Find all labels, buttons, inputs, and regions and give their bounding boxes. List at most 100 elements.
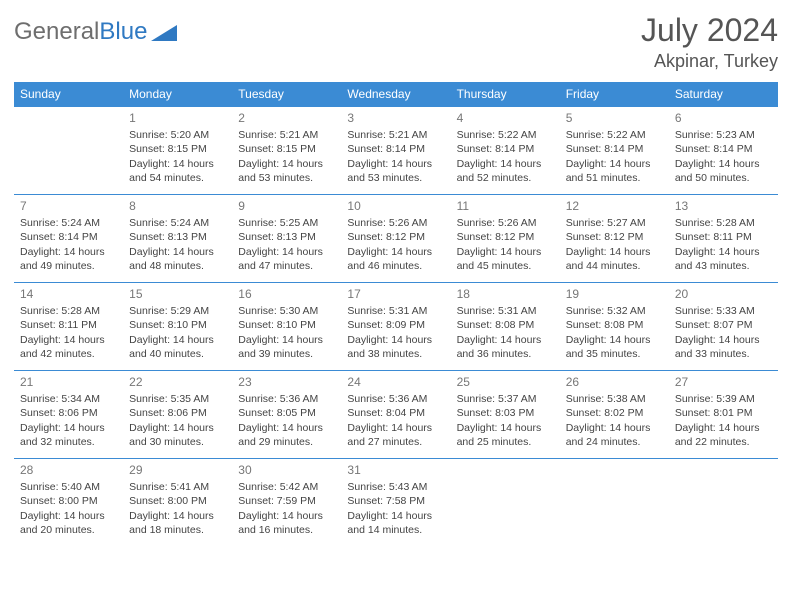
sunrise-line: Sunrise: 5:27 AM	[566, 216, 663, 230]
calendar-cell: 28Sunrise: 5:40 AMSunset: 8:00 PMDayligh…	[14, 459, 123, 547]
day-number: 6	[675, 110, 772, 126]
calendar-cell: 24Sunrise: 5:36 AMSunset: 8:04 PMDayligh…	[341, 371, 450, 459]
sunset-line: Sunset: 8:13 PM	[129, 230, 226, 244]
daylight-line: Daylight: 14 hours and 52 minutes.	[457, 157, 554, 185]
daylight-line: Daylight: 14 hours and 47 minutes.	[238, 245, 335, 273]
daylight-line: Daylight: 14 hours and 42 minutes.	[20, 333, 117, 361]
sunset-line: Sunset: 8:06 PM	[20, 406, 117, 420]
sunrise-line: Sunrise: 5:35 AM	[129, 392, 226, 406]
sunrise-line: Sunrise: 5:29 AM	[129, 304, 226, 318]
sunset-line: Sunset: 8:10 PM	[129, 318, 226, 332]
sunrise-line: Sunrise: 5:36 AM	[238, 392, 335, 406]
sunset-line: Sunset: 8:05 PM	[238, 406, 335, 420]
daylight-line: Daylight: 14 hours and 44 minutes.	[566, 245, 663, 273]
sunrise-line: Sunrise: 5:32 AM	[566, 304, 663, 318]
day-number: 10	[347, 198, 444, 214]
daylight-line: Daylight: 14 hours and 40 minutes.	[129, 333, 226, 361]
sunset-line: Sunset: 8:02 PM	[566, 406, 663, 420]
sunset-line: Sunset: 8:00 PM	[129, 494, 226, 508]
calendar-cell: 5Sunrise: 5:22 AMSunset: 8:14 PMDaylight…	[560, 107, 669, 195]
sunrise-line: Sunrise: 5:40 AM	[20, 480, 117, 494]
day-number: 25	[457, 374, 554, 390]
sunrise-line: Sunrise: 5:36 AM	[347, 392, 444, 406]
daylight-line: Daylight: 14 hours and 46 minutes.	[347, 245, 444, 273]
calendar-cell: 25 Sunrise: 5:37 AMSunset: 8:03 PMDayligh…	[451, 371, 560, 459]
calendar-cell: 9Sunrise: 5:25 AMSunset: 8:13 PMDaylight…	[232, 195, 341, 283]
daylight-line: Daylight: 14 hours and 49 minutes.	[20, 245, 117, 273]
calendar-cell: 8Sunrise: 5:24 AMSunset: 8:13 PMDaylight…	[123, 195, 232, 283]
sunset-line: Sunset: 8:04 PM	[347, 406, 444, 420]
calendar-cell: 6Sunrise: 5:23 AMSunset: 8:14 PMDaylight…	[669, 107, 778, 195]
weekday-header-row: Sunday Monday Tuesday Wednesday Thursday…	[14, 82, 778, 107]
day-number: 17	[347, 286, 444, 302]
day-number: 30	[238, 462, 335, 478]
sunset-line: Sunset: 8:15 PM	[129, 142, 226, 156]
sunset-line: Sunset: 8:01 PM	[675, 406, 772, 420]
weekday-header: Tuesday	[232, 82, 341, 107]
logo-text-2: Blue	[99, 18, 147, 46]
sunset-line: Sunset: 8:03 PM	[457, 406, 554, 420]
sunrise-line: Sunrise: 5:28 AM	[675, 216, 772, 230]
calendar-cell	[14, 107, 123, 195]
day-number: 7	[20, 198, 117, 214]
sunset-line: Sunset: 8:14 PM	[347, 142, 444, 156]
sunrise-line: Sunrise: 5:24 AM	[129, 216, 226, 230]
day-number: 21	[20, 374, 117, 390]
calendar-cell: 31Sunrise: 5:43 AMSunset: 7:58 PMDayligh…	[341, 459, 450, 547]
calendar-cell: 13Sunrise: 5:28 AMSunset: 8:11 PMDayligh…	[669, 195, 778, 283]
daylight-line: Daylight: 14 hours and 45 minutes.	[457, 245, 554, 273]
sunset-line: Sunset: 8:13 PM	[238, 230, 335, 244]
daylight-line: Daylight: 14 hours and 24 minutes.	[566, 421, 663, 449]
calendar-cell: 16Sunrise: 5:30 AMSunset: 8:10 PMDayligh…	[232, 283, 341, 371]
calendar-cell: 18Sunrise: 5:31 AMSunset: 8:08 PMDayligh…	[451, 283, 560, 371]
sunset-line: Sunset: 8:07 PM	[675, 318, 772, 332]
sunset-line: Sunset: 8:10 PM	[238, 318, 335, 332]
day-number: 22	[129, 374, 226, 390]
calendar-cell	[451, 459, 560, 547]
sunrise-line: Sunrise: 5:31 AM	[347, 304, 444, 318]
calendar-cell: 29Sunrise: 5:41 AMSunset: 8:00 PMDayligh…	[123, 459, 232, 547]
daylight-line: Daylight: 14 hours and 18 minutes.	[129, 509, 226, 537]
sunset-line: Sunset: 8:08 PM	[457, 318, 554, 332]
calendar-cell: 2Sunrise: 5:21 AMSunset: 8:15 PMDaylight…	[232, 107, 341, 195]
daylight-line: Daylight: 14 hours and 48 minutes.	[129, 245, 226, 273]
weekday-header: Saturday	[669, 82, 778, 107]
sunset-line: Sunset: 8:00 PM	[20, 494, 117, 508]
weekday-header: Wednesday	[341, 82, 450, 107]
calendar-cell: 20Sunrise: 5:33 AMSunset: 8:07 PMDayligh…	[669, 283, 778, 371]
calendar-cell	[560, 459, 669, 547]
daylight-line: Daylight: 14 hours and 14 minutes.	[347, 509, 444, 537]
day-number: 27	[675, 374, 772, 390]
sunset-line: Sunset: 8:06 PM	[129, 406, 226, 420]
daylight-line: Daylight: 14 hours and 50 minutes.	[675, 157, 772, 185]
weekday-header: Thursday	[451, 82, 560, 107]
day-number: 1	[129, 110, 226, 126]
day-number: 5	[566, 110, 663, 126]
calendar-cell: 15Sunrise: 5:29 AMSunset: 8:10 PMDayligh…	[123, 283, 232, 371]
title-block: July 2024 Akpinar, Turkey	[641, 12, 778, 72]
calendar-row: 1Sunrise: 5:20 AMSunset: 8:15 PMDaylight…	[14, 107, 778, 195]
day-number: 28	[20, 462, 117, 478]
calendar-cell: 26Sunrise: 5:38 AMSunset: 8:02 PMDayligh…	[560, 371, 669, 459]
calendar-cell: 1Sunrise: 5:20 AMSunset: 8:15 PMDaylight…	[123, 107, 232, 195]
daylight-line: Daylight: 14 hours and 35 minutes.	[566, 333, 663, 361]
sunrise-line: Sunrise: 5:37 AM	[457, 392, 554, 406]
sunrise-line: Sunrise: 5:31 AM	[457, 304, 554, 318]
day-number: 11	[457, 198, 554, 214]
calendar-cell: 14Sunrise: 5:28 AMSunset: 8:11 PMDayligh…	[14, 283, 123, 371]
calendar-cell: 11Sunrise: 5:26 AMSunset: 8:12 PMDayligh…	[451, 195, 560, 283]
day-number: 16	[238, 286, 335, 302]
sunrise-line: Sunrise: 5:43 AM	[347, 480, 444, 494]
sunrise-line: Sunrise: 5:33 AM	[675, 304, 772, 318]
sunset-line: Sunset: 7:59 PM	[238, 494, 335, 508]
calendar-cell: 10Sunrise: 5:26 AMSunset: 8:12 PMDayligh…	[341, 195, 450, 283]
calendar-cell: 30Sunrise: 5:42 AMSunset: 7:59 PMDayligh…	[232, 459, 341, 547]
sunrise-line: Sunrise: 5:26 AM	[347, 216, 444, 230]
sunset-line: Sunset: 8:14 PM	[20, 230, 117, 244]
daylight-line: Daylight: 14 hours and 22 minutes.	[675, 421, 772, 449]
page-header: GeneralBlue July 2024 Akpinar, Turkey	[14, 12, 778, 72]
day-number: 12	[566, 198, 663, 214]
daylight-line: Daylight: 14 hours and 25 minutes.	[457, 421, 554, 449]
sunset-line: Sunset: 8:11 PM	[20, 318, 117, 332]
daylight-line: Daylight: 14 hours and 32 minutes.	[20, 421, 117, 449]
